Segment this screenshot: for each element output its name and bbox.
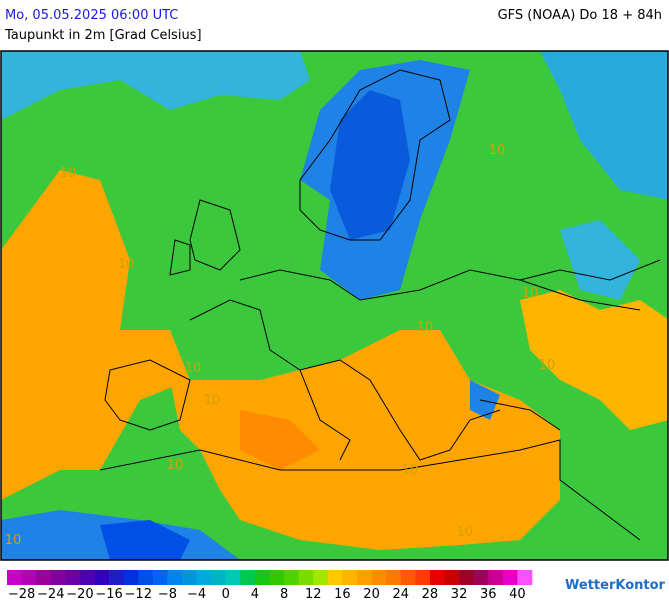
colorbar-label: 32 bbox=[451, 587, 468, 600]
datetime: Mo, 05.05.2025 06:00 UTC bbox=[5, 8, 178, 23]
model-run: GFS (NOAA) Do 18 + 84h bbox=[498, 8, 662, 23]
contour-label: 10 bbox=[185, 361, 202, 376]
colorbar-swatch bbox=[386, 570, 402, 585]
colorbar-swatch bbox=[488, 570, 504, 585]
contour-label: 10 bbox=[457, 525, 474, 540]
contour-label: 10 bbox=[539, 358, 556, 373]
colorbar-swatch bbox=[429, 570, 445, 585]
colorbar-swatch bbox=[138, 570, 154, 585]
contour-labels: 10 10 10 10 10 10 10 10 10 10 10 10 bbox=[5, 143, 556, 548]
colorbar: −28 −24 −20 −16 −12 −8 −4 0 4 8 12 16 20 24 28 32 36 40 bbox=[7, 570, 533, 602]
colorbar-label: 28 bbox=[422, 587, 439, 600]
colorbar-swatch bbox=[298, 570, 314, 585]
contour-label: 10 bbox=[402, 463, 419, 478]
parameter: Taupunkt in 2m [Grad Celsius] bbox=[4, 28, 202, 43]
colorbar-swatch bbox=[65, 570, 81, 585]
contour-label: 10 bbox=[489, 143, 506, 158]
colorbar-swatch bbox=[94, 570, 110, 585]
colorbar-swatch bbox=[240, 570, 256, 585]
colorbar-swatch bbox=[36, 570, 52, 585]
colorbar-label: 36 bbox=[480, 587, 497, 600]
colorbar-label: 20 bbox=[363, 587, 380, 600]
colorbar-label: −12 bbox=[125, 587, 152, 600]
colorbar-swatch bbox=[459, 570, 474, 585]
contour-label: 10 bbox=[522, 286, 539, 301]
colorbar-swatch bbox=[400, 570, 416, 585]
colorbar-label: −16 bbox=[95, 587, 122, 600]
colorbar-swatch bbox=[21, 570, 37, 585]
colorbar-swatch bbox=[517, 570, 533, 585]
colorbar-swatch bbox=[327, 570, 343, 585]
colorbar-swatch bbox=[196, 570, 212, 585]
colorbar-label: 8 bbox=[280, 587, 288, 600]
colorbar-swatch bbox=[123, 570, 139, 585]
colorbar-swatch bbox=[284, 570, 299, 585]
colorbar-swatch bbox=[152, 570, 168, 585]
colorbar-swatch bbox=[254, 570, 270, 585]
colorbar-label: 16 bbox=[334, 587, 351, 600]
colorbar-swatch bbox=[269, 570, 285, 585]
contour-label: 10 bbox=[167, 458, 184, 473]
colorbar-swatch bbox=[371, 570, 387, 585]
contour-label: 10 bbox=[417, 320, 434, 335]
brand-logo: WetterKontor bbox=[565, 578, 666, 593]
colorbar-swatch bbox=[50, 570, 66, 585]
colorbar-label: 24 bbox=[392, 587, 409, 600]
colorbar-label: −4 bbox=[187, 587, 206, 600]
colorbar-label: 40 bbox=[509, 587, 526, 600]
colorbar-swatch bbox=[225, 570, 241, 585]
colorbar-swatch bbox=[502, 570, 518, 585]
colorbar-swatch bbox=[7, 570, 22, 585]
colorbar-swatch bbox=[342, 570, 358, 585]
colorbar-swatch bbox=[415, 570, 431, 585]
contour-label: 10 bbox=[60, 166, 77, 181]
colorbar-swatch bbox=[79, 570, 95, 585]
colorbar-swatch bbox=[444, 570, 460, 585]
colorbar-label: −28 bbox=[8, 587, 35, 600]
map: 10 10 10 10 10 10 10 10 10 10 10 10 bbox=[0, 50, 669, 561]
colorbar-label: 4 bbox=[251, 587, 259, 600]
colorbar-swatch bbox=[167, 570, 183, 585]
contour-label: 10 bbox=[118, 257, 135, 272]
contour-label: 10 bbox=[5, 533, 22, 548]
colorbar-swatch bbox=[313, 570, 329, 585]
colorbar-label: 12 bbox=[305, 587, 322, 600]
colorbar-label: 0 bbox=[222, 587, 230, 600]
colorbar-label: −8 bbox=[158, 587, 177, 600]
contour-label: 10 bbox=[204, 393, 221, 408]
colorbar-label: −20 bbox=[66, 587, 93, 600]
colorbar-swatch bbox=[109, 570, 124, 585]
colorbar-swatch bbox=[211, 570, 227, 585]
colorbar-swatch bbox=[473, 570, 489, 585]
colorbar-swatch bbox=[182, 570, 197, 585]
colorbar-label: −24 bbox=[37, 587, 64, 600]
colorbar-swatch bbox=[357, 570, 372, 585]
